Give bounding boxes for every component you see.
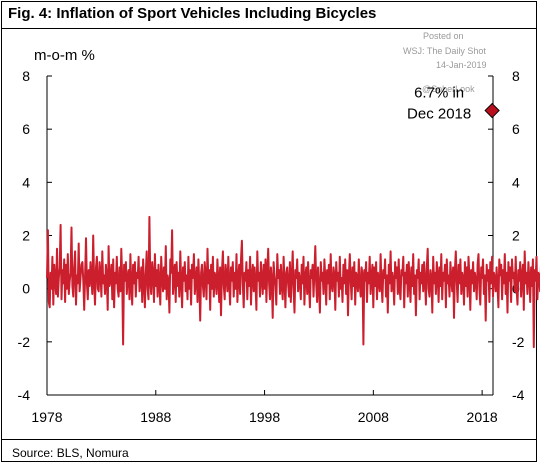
y-tick-label-left: 4 bbox=[22, 174, 30, 190]
x-tick-label: 1978 bbox=[31, 409, 62, 425]
y-tick-label-right: 2 bbox=[512, 228, 520, 244]
latest-value-marker bbox=[484, 102, 500, 119]
x-tick-label: 2018 bbox=[467, 409, 498, 425]
y-tick-label-right: 8 bbox=[512, 68, 520, 84]
y-tick-label-left: 6 bbox=[22, 121, 30, 137]
watermark-line-3: 14-Jan-2019 bbox=[436, 60, 487, 70]
y-tick-label-left: 2 bbox=[22, 228, 30, 244]
y-tick-label-left: -4 bbox=[18, 387, 31, 403]
x-tick-label: 2008 bbox=[358, 409, 389, 425]
plot-border bbox=[46, 76, 494, 396]
figure-title: Fig. 4: Inflation of Sport Vehicles Incl… bbox=[8, 5, 377, 22]
watermark-line-1: Posted on bbox=[423, 31, 464, 41]
source-note: Source: BLS, Nomura bbox=[12, 446, 129, 460]
watermark-line-2: WSJ: The Daily Shot bbox=[403, 46, 486, 56]
y-axis-label: m-o-m % bbox=[34, 47, 95, 64]
y-tick-label-right: -4 bbox=[512, 387, 525, 403]
annotation-line-2: Dec 2018 bbox=[407, 106, 471, 123]
marker-layer bbox=[484, 102, 500, 119]
annotation-line-1: 6.7% in bbox=[414, 85, 464, 102]
series-line-inflation bbox=[46, 215, 540, 349]
watermark-line-4: @SoberLook bbox=[422, 84, 475, 94]
x-tick-label: 1988 bbox=[140, 409, 171, 425]
y-tick-label-right: -2 bbox=[512, 334, 525, 350]
y-tick-label-right: 6 bbox=[512, 121, 520, 137]
x-ticks: 1978 1988 1998 2008 2018 bbox=[31, 390, 498, 425]
y-tick-label-right: 4 bbox=[512, 174, 520, 190]
y-tick-label-left: 0 bbox=[22, 281, 30, 297]
title-divider bbox=[2, 28, 536, 29]
series-layer bbox=[46, 215, 540, 349]
x-tick-label: 1998 bbox=[249, 409, 280, 425]
y-ticks-left: 8 6 4 2 0 -2 -4 bbox=[18, 68, 52, 403]
source-divider bbox=[2, 439, 536, 440]
y-tick-label-left: 8 bbox=[22, 68, 30, 84]
y-tick-label-left: -2 bbox=[18, 334, 31, 350]
